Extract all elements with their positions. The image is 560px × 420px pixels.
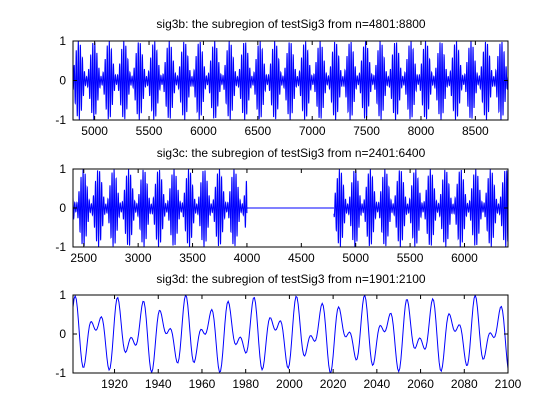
x-tick-label-sig3b-1: 5500 [136,124,163,138]
subplot-sig3b: sig3b: the subregion of testSig3 from n=… [55,17,509,138]
x-tick-label-sig3b-5: 7500 [353,124,380,138]
y-tick-label-sig3b-0: -1 [55,113,66,127]
x-tick-label-sig3c-6: 5500 [397,251,424,265]
x-tick-label-sig3c-0: 2500 [70,251,97,265]
x-tick-label-sig3b-0: 5000 [81,124,108,138]
x-tick-label-sig3c-2: 3500 [179,251,206,265]
x-tick-label-sig3d-3: 1980 [232,377,259,391]
x-tick-label-sig3c-4: 4500 [288,251,315,265]
title-sig3b: sig3b: the subregion of testSig3 from n=… [156,17,426,31]
x-tick-label-sig3d-6: 2040 [363,377,390,391]
x-tick-label-sig3b-2: 6000 [190,124,217,138]
x-tick-label-sig3c-5: 5000 [342,251,369,265]
x-tick-label-sig3d-5: 2020 [320,377,347,391]
x-tick-label-sig3d-8: 2080 [451,377,478,391]
y-tick-label-sig3b-2: 1 [59,34,66,48]
x-tick-label-sig3b-3: 6500 [244,124,271,138]
series-line-sig3b [73,41,508,120]
y-tick-label-sig3b-1: 0 [59,74,66,88]
x-tick-label-sig3d-1: 1940 [145,377,172,391]
x-tick-label-sig3b-6: 8000 [408,124,435,138]
x-tick-label-sig3d-9: 2100 [495,377,522,391]
x-tick-label-sig3d-0: 1920 [101,377,128,391]
x-tick-label-sig3d-2: 1960 [189,377,216,391]
y-tick-label-sig3c-2: 1 [59,162,66,176]
x-tick-label-sig3c-1: 3000 [125,251,152,265]
x-tick-label-sig3c-3: 4000 [234,251,261,265]
x-tick-label-sig3b-7: 8500 [462,124,489,138]
series-line-sig3c [73,169,508,247]
subplot-sig3c: sig3c: the subregion of testSig3 from n=… [55,146,509,265]
subplot-sig3d: sig3d: the subregion of testSig3 from n=… [55,272,521,391]
x-tick-label-sig3c-7: 6000 [451,251,478,265]
x-tick-label-sig3d-7: 2060 [407,377,434,391]
y-tick-label-sig3d-0: -1 [55,366,66,380]
y-tick-label-sig3d-1: 0 [59,327,66,341]
y-tick-label-sig3c-0: -1 [55,240,66,254]
x-tick-label-sig3d-4: 2000 [276,377,303,391]
title-sig3c: sig3c: the subregion of testSig3 from n=… [157,146,426,160]
y-tick-label-sig3c-1: 0 [59,201,66,215]
title-sig3d: sig3d: the subregion of testSig3 from n=… [156,272,426,286]
series-line-sig3d [73,295,508,373]
y-tick-label-sig3d-2: 1 [59,288,66,302]
x-tick-label-sig3b-4: 7000 [299,124,326,138]
